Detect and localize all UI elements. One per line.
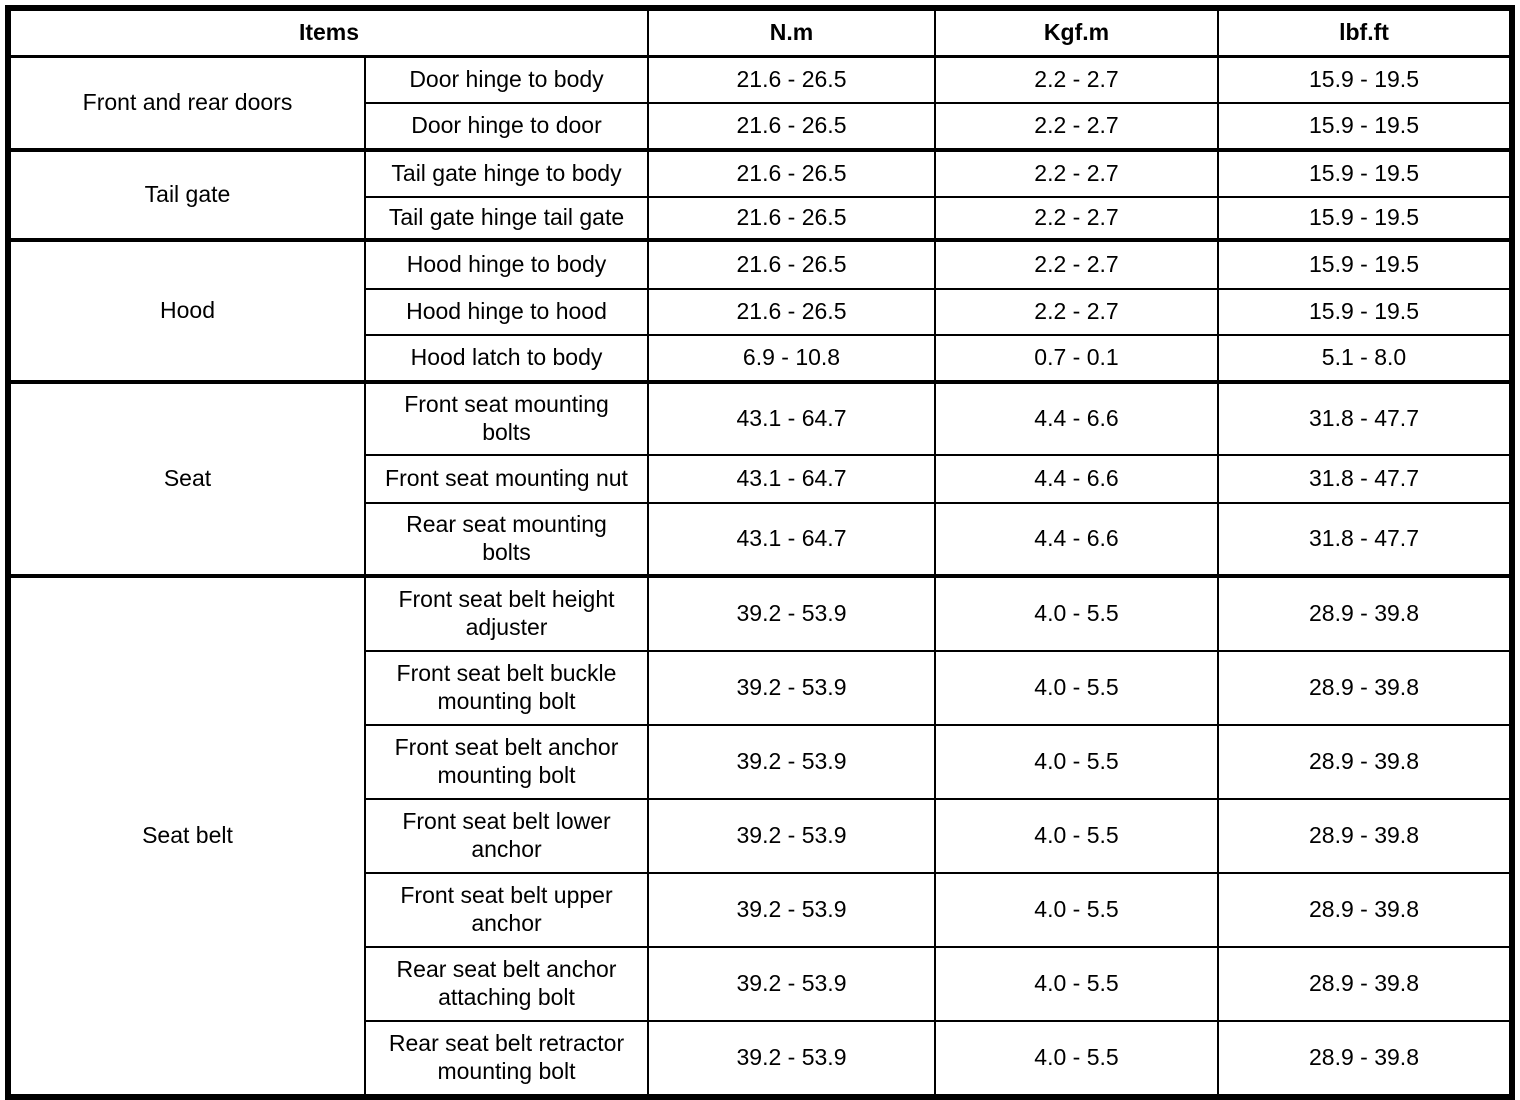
value-kgfm: 4.0 - 5.5: [934, 872, 1219, 948]
value-lbfft: 28.9 - 39.8: [1217, 1020, 1513, 1098]
item-cell: Door hinge to body: [364, 55, 649, 104]
table-row: Front seat belt buckle mounting bolt 39.…: [8, 650, 1513, 726]
value-kgfm: 4.0 - 5.5: [934, 574, 1219, 652]
value-nm: 39.2 - 53.9: [647, 946, 936, 1022]
value-kgfm: 4.4 - 6.6: [934, 454, 1219, 504]
value-nm: 39.2 - 53.9: [647, 798, 936, 874]
header-row: Items N.m Kgf.m lbf.ft: [7, 7, 1513, 58]
value-kgfm: 4.0 - 5.5: [934, 798, 1219, 874]
value-nm: 39.2 - 53.9: [647, 650, 936, 726]
value-lbfft: 15.9 - 19.5: [1217, 288, 1513, 336]
value-kgfm: 2.2 - 2.7: [934, 238, 1219, 290]
torque-spec-table: Items N.m Kgf.m lbf.ft Front and rear do…: [5, 5, 1515, 1100]
value-nm: 43.1 - 64.7: [647, 502, 936, 577]
value-kgfm: 4.0 - 5.5: [934, 724, 1219, 800]
value-lbfft: 5.1 - 8.0: [1217, 334, 1513, 383]
value-lbfft: 28.9 - 39.8: [1217, 574, 1513, 652]
value-lbfft: 31.8 - 47.7: [1217, 380, 1513, 456]
table-row: Front seat mounting nut 43.1 - 64.7 4.4 …: [8, 454, 1513, 504]
item-cell: Hood hinge to hood: [364, 288, 649, 336]
value-nm: 21.6 - 26.5: [647, 55, 936, 104]
group-label-tail-gate: Tail gate: [7, 148, 366, 241]
header-kgfm: Kgf.m: [934, 7, 1219, 58]
item-cell: Tail gate hinge to body: [364, 148, 649, 198]
table-row: Door hinge to door 21.6 - 26.5 2.2 - 2.7…: [8, 102, 1513, 151]
table-row: Front seat belt lower anchor 39.2 - 53.9…: [8, 798, 1513, 874]
value-lbfft: 15.9 - 19.5: [1217, 238, 1513, 290]
value-kgfm: 4.0 - 5.5: [934, 650, 1219, 726]
value-lbfft: 15.9 - 19.5: [1217, 55, 1513, 104]
table-row: Rear seat mounting bolts 43.1 - 64.7 4.4…: [8, 502, 1513, 577]
table-row: Hood hinge to hood 21.6 - 26.5 2.2 - 2.7…: [8, 288, 1513, 336]
item-cell: Front seat belt anchor mounting bolt: [364, 724, 649, 800]
table-row: Seat Front seat mounting bolts 43.1 - 64…: [7, 380, 1513, 577]
item-cell: Rear seat mounting bolts: [364, 502, 649, 577]
value-lbfft: 28.9 - 39.8: [1217, 946, 1513, 1022]
value-kgfm: 4.0 - 5.5: [934, 946, 1219, 1022]
torque-spec-table-container: Items N.m Kgf.m lbf.ft Front and rear do…: [5, 5, 1515, 1100]
value-nm: 21.6 - 26.5: [647, 196, 936, 241]
table-row: Tail gate hinge tail gate 21.6 - 26.5 2.…: [8, 196, 1513, 241]
value-nm: 21.6 - 26.5: [647, 148, 936, 198]
value-lbfft: 28.9 - 39.8: [1217, 650, 1513, 726]
value-kgfm: 4.4 - 6.6: [934, 502, 1219, 577]
item-cell: Front seat belt upper anchor: [364, 872, 649, 948]
item-cell: Front seat belt lower anchor: [364, 798, 649, 874]
group-label-hood: Hood: [7, 238, 366, 383]
item-cell: Front seat mounting nut: [364, 454, 649, 504]
group-label-seat-belt: Seat belt: [7, 574, 366, 1098]
value-nm: 21.6 - 26.5: [647, 238, 936, 290]
header-items: Items: [7, 7, 649, 58]
group-label-seat: Seat: [7, 380, 366, 577]
item-cell: Rear seat belt anchor attaching bolt: [364, 946, 649, 1022]
table-row: Front seat belt anchor mounting bolt 39.…: [8, 724, 1513, 800]
value-lbfft: 28.9 - 39.8: [1217, 724, 1513, 800]
table-row: Seat belt Front seat belt height adjuste…: [7, 574, 1513, 1098]
table-row: Hood Hood hinge to body 21.6 - 26.5 2.2 …: [7, 238, 1513, 383]
table-row: Hood latch to body 6.9 - 10.8 0.7 - 0.1 …: [8, 334, 1513, 383]
table-row: Front and rear doors Door hinge to body …: [7, 55, 1513, 151]
value-lbfft: 31.8 - 47.7: [1217, 502, 1513, 577]
table-row: Front seat belt upper anchor 39.2 - 53.9…: [8, 872, 1513, 948]
value-nm: 39.2 - 53.9: [647, 1020, 936, 1098]
value-nm: 43.1 - 64.7: [647, 380, 936, 456]
value-lbfft: 28.9 - 39.8: [1217, 872, 1513, 948]
value-nm: 39.2 - 53.9: [647, 574, 936, 652]
value-kgfm: 2.2 - 2.7: [934, 288, 1219, 336]
header-lbfft: lbf.ft: [1217, 7, 1513, 58]
item-cell: Door hinge to door: [364, 102, 649, 151]
value-nm: 43.1 - 64.7: [647, 454, 936, 504]
header-nm: N.m: [647, 7, 936, 58]
item-cell: Front seat belt height adjuster: [364, 574, 649, 652]
item-cell: Hood hinge to body: [364, 238, 649, 290]
value-lbfft: 15.9 - 19.5: [1217, 148, 1513, 198]
item-cell: Rear seat belt retractor mounting bolt: [364, 1020, 649, 1098]
value-lbfft: 31.8 - 47.7: [1217, 454, 1513, 504]
table-row: Rear seat belt anchor attaching bolt 39.…: [8, 946, 1513, 1022]
value-lbfft: 28.9 - 39.8: [1217, 798, 1513, 874]
item-cell: Front seat mounting bolts: [364, 380, 649, 456]
value-lbfft: 15.9 - 19.5: [1217, 196, 1513, 241]
value-kgfm: 2.2 - 2.7: [934, 196, 1219, 241]
value-nm: 21.6 - 26.5: [647, 288, 936, 336]
value-kgfm: 2.2 - 2.7: [934, 55, 1219, 104]
value-kgfm: 4.0 - 5.5: [934, 1020, 1219, 1098]
value-nm: 39.2 - 53.9: [647, 724, 936, 800]
value-kgfm: 2.2 - 2.7: [934, 148, 1219, 198]
value-nm: 21.6 - 26.5: [647, 102, 936, 151]
item-cell: Hood latch to body: [364, 334, 649, 383]
table-row: Tail gate Tail gate hinge to body 21.6 -…: [7, 148, 1513, 241]
value-nm: 39.2 - 53.9: [647, 872, 936, 948]
value-lbfft: 15.9 - 19.5: [1217, 102, 1513, 151]
item-cell: Tail gate hinge tail gate: [364, 196, 649, 241]
value-kgfm: 2.2 - 2.7: [934, 102, 1219, 151]
value-kgfm: 0.7 - 0.1: [934, 334, 1219, 383]
item-cell: Front seat belt buckle mounting bolt: [364, 650, 649, 726]
group-label-front-and-rear-doors: Front and rear doors: [7, 55, 366, 151]
value-nm: 6.9 - 10.8: [647, 334, 936, 383]
value-kgfm: 4.4 - 6.6: [934, 380, 1219, 456]
